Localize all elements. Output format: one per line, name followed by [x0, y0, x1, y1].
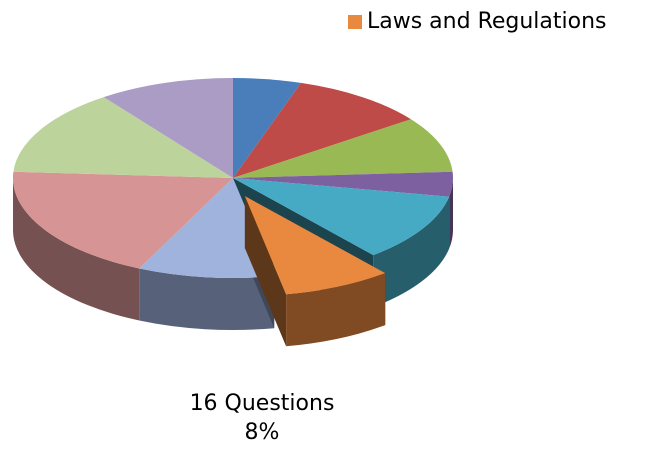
- slice: [13, 97, 234, 178]
- slice: [103, 78, 233, 178]
- slice-side: [286, 273, 386, 347]
- slice: [233, 78, 301, 178]
- slice-side: [449, 178, 453, 249]
- slice-side: [139, 268, 275, 330]
- slice: [233, 119, 453, 178]
- legend-swatch: [348, 15, 362, 29]
- slice-face: [244, 196, 287, 347]
- slice-side: [12, 178, 140, 321]
- data-label: 8%: [245, 420, 280, 445]
- slice: [233, 171, 454, 197]
- slice: [233, 82, 411, 178]
- slice: [139, 178, 275, 278]
- slice-side: [373, 196, 450, 308]
- legend-label: Laws and Regulations: [367, 9, 607, 34]
- slice: [244, 196, 386, 295]
- slice: [12, 171, 233, 269]
- slice: [233, 178, 450, 256]
- data-label: 16 Questions: [190, 391, 335, 416]
